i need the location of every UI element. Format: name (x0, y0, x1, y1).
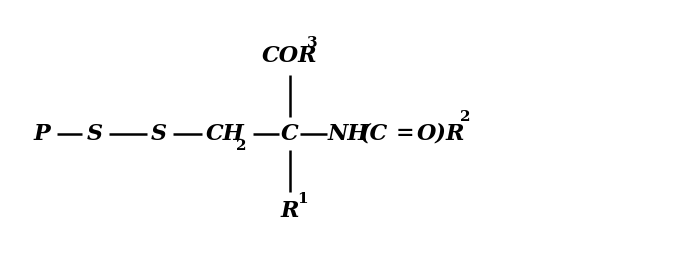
Text: 2: 2 (236, 139, 247, 152)
Text: COR: COR (262, 45, 318, 67)
Text: S: S (87, 123, 103, 144)
Text: C: C (281, 123, 299, 144)
Text: O): O) (417, 123, 446, 144)
Text: 1: 1 (297, 192, 308, 206)
Text: =: = (396, 123, 414, 144)
Text: CH: CH (205, 123, 244, 144)
Text: (C: (C (359, 123, 387, 144)
Text: R: R (445, 123, 463, 144)
Text: 3: 3 (306, 36, 318, 50)
Text: S: S (151, 123, 168, 144)
Text: NH: NH (327, 123, 369, 144)
Text: 2: 2 (460, 111, 471, 124)
Text: P: P (34, 123, 50, 144)
Text: R: R (281, 200, 299, 222)
